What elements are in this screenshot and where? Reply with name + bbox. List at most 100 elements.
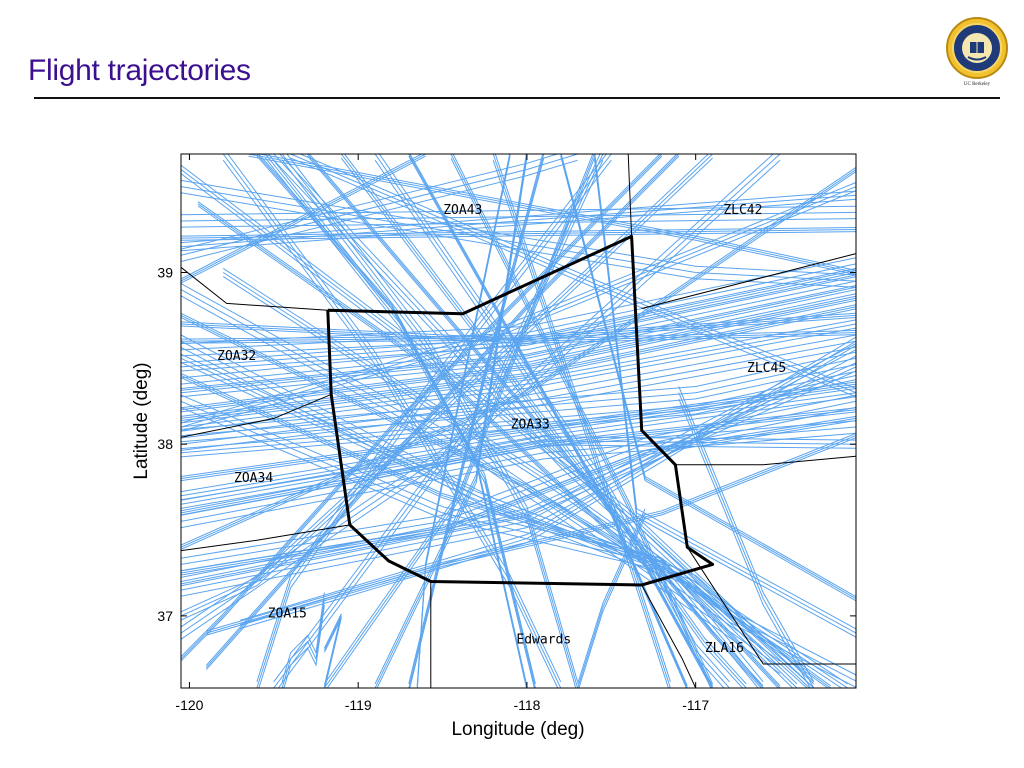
sector-boundary-zoa34-zoa15 — [181, 524, 350, 552]
trajectory-line — [678, 386, 815, 683]
trajectory-line — [181, 295, 781, 675]
trajectory-line — [268, 154, 536, 685]
trajectory-line — [205, 154, 678, 666]
trajectory-line — [181, 164, 815, 685]
trajectory-line — [409, 157, 545, 688]
trajectory-line — [181, 392, 856, 497]
trajectory-line — [181, 357, 798, 688]
trajectory-line — [374, 154, 527, 685]
trajectory-line — [492, 160, 669, 688]
trajectory-line — [290, 157, 856, 398]
trajectory-line — [283, 604, 325, 688]
trajectory-line — [181, 154, 423, 280]
sector-boundaries — [181, 154, 856, 688]
trajectory-line — [181, 444, 856, 509]
trajectory-line — [594, 154, 856, 630]
trajectory-line — [258, 159, 612, 688]
trajectory-line — [408, 154, 544, 685]
logo-caption: UC Berkeley — [963, 82, 991, 87]
trajectory-line — [326, 157, 595, 688]
trajectory-line — [248, 155, 856, 275]
trajectory-line — [181, 169, 815, 688]
x-axis-label: Longitude (deg) — [451, 719, 584, 740]
sector-label: ZLC45 — [747, 361, 786, 376]
trajectory-line — [181, 440, 856, 505]
trajectory-line — [181, 317, 856, 344]
trajectory-line — [256, 154, 612, 688]
trajectory-line — [181, 186, 856, 428]
trajectory-line — [197, 205, 713, 688]
trajectory-line — [181, 308, 856, 421]
trajectory-line — [181, 186, 856, 282]
trajectory-line — [376, 158, 528, 688]
trajectory-line — [181, 154, 661, 658]
trajectory-line — [408, 155, 687, 688]
trajectory-line — [181, 321, 856, 340]
sector-label: ZOA33 — [511, 418, 550, 433]
trajectory-line — [181, 346, 856, 451]
trajectory-line — [181, 173, 811, 688]
trajectory-line — [281, 159, 577, 688]
trajectory-line — [181, 154, 560, 250]
trajectory-line — [181, 351, 856, 430]
trajectory-line — [578, 516, 646, 688]
sector-labels: ZOA43 ZLC42 ZOA32 ZLC45 ZOA33 ZOA34 ZOA15 Edwar… — [217, 203, 786, 656]
trajectory-line — [181, 377, 779, 688]
trajectory-line — [181, 400, 764, 688]
trajectory-line — [222, 154, 562, 688]
trajectory-line — [281, 598, 325, 688]
x-tick-label: -120 — [175, 697, 203, 713]
trajectory-line — [181, 276, 856, 372]
trajectory-line — [181, 155, 426, 284]
y-axis-label: Latitude (deg) — [131, 362, 152, 479]
sector-boundary-zlc42-zlc45 — [641, 253, 856, 309]
trajectory-line — [181, 394, 856, 559]
trajectory-line — [378, 154, 730, 683]
y-tick-label: 37 — [157, 608, 173, 624]
trajectory-line — [560, 155, 856, 602]
trajectory-line — [197, 201, 714, 687]
trajectory-line — [374, 154, 528, 688]
trajectory-line — [181, 306, 856, 419]
trajectory-line — [181, 227, 856, 237]
trajectory-line — [181, 357, 856, 437]
trajectory-line — [181, 285, 856, 389]
trajectory-line — [494, 154, 671, 682]
trajectory-line — [181, 154, 663, 660]
trajectory-line — [181, 166, 856, 546]
trajectory-line — [181, 229, 856, 239]
sector-label: ZOA43 — [443, 203, 482, 218]
trajectory-line — [408, 154, 688, 688]
sector-boundary-zoa43-zlc42 — [627, 154, 633, 237]
sector-boundary-zoa32-zoa34 — [181, 393, 332, 438]
trajectory-line — [181, 420, 856, 576]
trajectory-line — [408, 154, 545, 688]
trajectory-line — [181, 323, 856, 342]
trajectory-line — [181, 325, 856, 344]
trajectory-line — [181, 154, 709, 613]
trajectory-lines — [181, 154, 856, 688]
sector-label: Edwards — [516, 632, 571, 647]
trajectory-line — [181, 154, 426, 282]
sector-label: ZOA32 — [217, 349, 256, 364]
trajectory-line — [181, 409, 856, 514]
trajectory-line — [273, 154, 856, 682]
trajectory-line — [181, 283, 781, 662]
trajectory-line — [181, 263, 856, 351]
trajectory-line — [181, 361, 794, 688]
trajectory-line — [239, 344, 856, 630]
trajectory-line — [181, 182, 856, 424]
trajectory-line — [323, 613, 342, 687]
trajectory-line — [248, 154, 856, 273]
trajectory-line — [181, 171, 856, 550]
trajectory-line — [205, 154, 680, 668]
trajectory-line — [181, 432, 856, 529]
trajectory-line — [273, 154, 604, 688]
trajectory-line — [181, 154, 578, 256]
trajectory-line — [181, 159, 578, 262]
trajectory-line — [181, 289, 781, 668]
trajectory-line — [181, 169, 856, 548]
trajectory-line — [181, 157, 713, 621]
trajectory-line — [256, 154, 608, 682]
trajectory-line — [577, 512, 646, 688]
